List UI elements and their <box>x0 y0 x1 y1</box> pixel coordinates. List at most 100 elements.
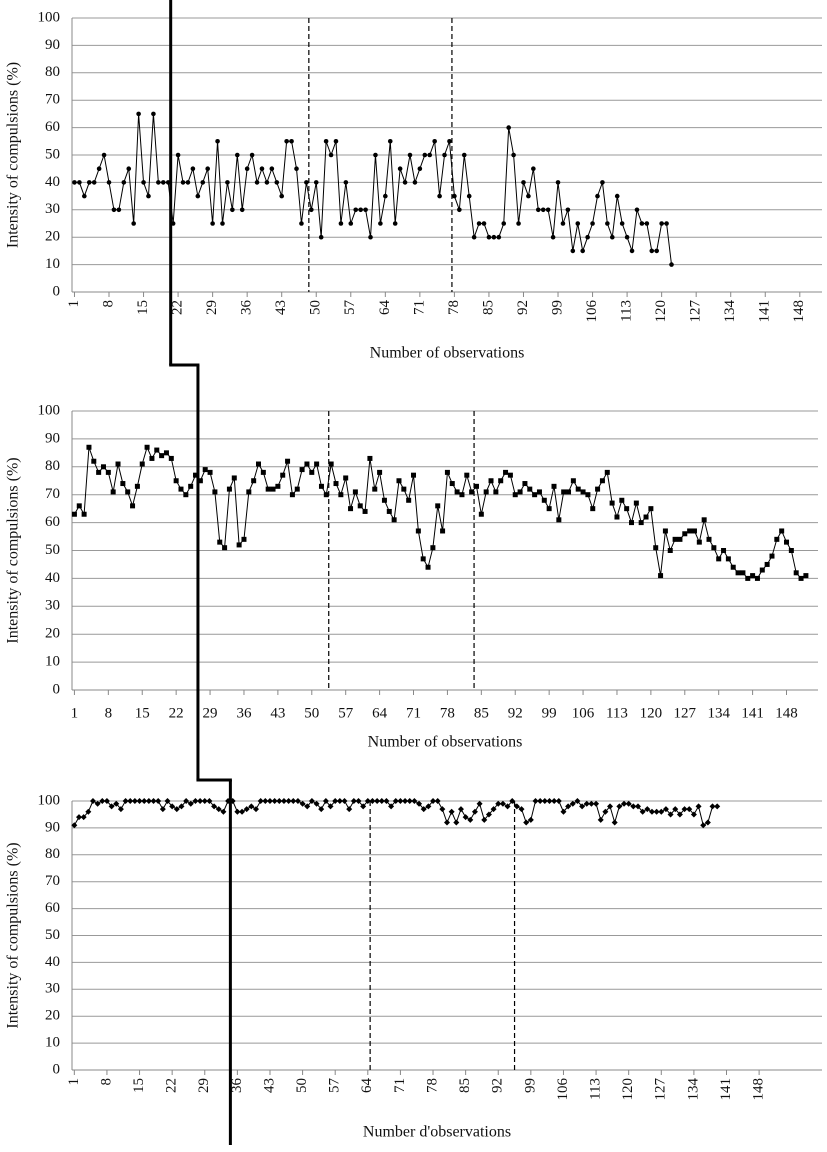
data-point <box>466 193 472 199</box>
data-point <box>725 556 731 562</box>
data-point <box>346 806 353 813</box>
data-point <box>532 492 538 498</box>
data-point <box>512 492 518 498</box>
data-point <box>706 536 712 542</box>
data-point <box>367 455 373 461</box>
data-point <box>96 469 102 475</box>
data-point <box>318 483 324 489</box>
data-point <box>633 500 639 506</box>
data-point <box>585 492 591 498</box>
y-tick-label: 0 <box>53 283 61 299</box>
data-point <box>160 180 166 185</box>
data-point <box>215 806 222 813</box>
data-point <box>136 111 141 117</box>
data-point <box>435 503 441 509</box>
x-axis-title: Number d'observations <box>363 1124 511 1141</box>
data-point <box>517 489 523 495</box>
x-tick-label: 141 <box>741 705 764 721</box>
data-point <box>150 798 157 804</box>
x-tick-label: 134 <box>685 1078 701 1101</box>
x-tick-label: 78 <box>440 705 455 721</box>
data-point <box>396 478 402 484</box>
data-point <box>313 800 320 807</box>
data-point <box>159 806 166 813</box>
data-point <box>425 564 431 570</box>
x-tick-label: 134 <box>722 300 738 323</box>
data-point <box>357 503 363 509</box>
data-point <box>207 469 213 475</box>
data-point <box>452 193 457 199</box>
data-point <box>251 478 257 484</box>
y-tick-label: 0 <box>53 1061 61 1077</box>
data-point <box>173 478 179 484</box>
data-point <box>328 152 334 158</box>
data-point <box>541 497 547 503</box>
data-point <box>225 180 230 185</box>
y-tick-label: 0 <box>53 681 61 697</box>
data-point <box>178 486 184 492</box>
x-tick-label: 141 <box>718 1078 734 1101</box>
data-point <box>624 234 630 240</box>
y-tick-label: 60 <box>45 900 60 916</box>
data-point <box>146 193 151 199</box>
data-point <box>231 475 237 481</box>
data-point <box>609 234 615 240</box>
data-point <box>222 545 228 551</box>
data-point <box>406 798 413 804</box>
data-point <box>141 180 146 185</box>
data-point <box>217 539 223 545</box>
data-point <box>183 492 189 498</box>
data-point <box>364 798 371 804</box>
y-tick-label: 60 <box>45 119 60 135</box>
data-point <box>392 221 398 226</box>
data-point <box>193 472 199 478</box>
data-point <box>523 819 530 826</box>
data-point <box>485 811 492 818</box>
data-point <box>672 536 678 542</box>
data-point <box>511 152 516 158</box>
y-tick-label: 40 <box>45 954 60 970</box>
x-tick-label: 50 <box>304 705 319 721</box>
data-point <box>372 486 378 492</box>
data-point <box>190 166 196 171</box>
data-point <box>294 486 300 492</box>
data-point <box>459 492 465 498</box>
data-point <box>91 180 97 185</box>
data-point <box>653 808 660 815</box>
data-point <box>695 803 702 810</box>
data-point <box>110 489 116 495</box>
data-point <box>333 481 339 487</box>
data-point <box>745 575 751 581</box>
data-point <box>369 798 376 804</box>
data-point <box>284 139 289 144</box>
y-tick-label: 80 <box>45 846 60 862</box>
data-point <box>803 573 809 579</box>
x-tick-label: 92 <box>508 705 523 721</box>
data-point <box>574 798 581 804</box>
data-point <box>696 539 702 545</box>
data-point <box>266 798 273 804</box>
data-point <box>527 486 533 492</box>
data-point <box>417 166 423 171</box>
data-point <box>437 193 442 199</box>
data-point <box>275 483 281 489</box>
y-tick-label: 90 <box>45 430 60 446</box>
data-point <box>304 461 310 467</box>
data-point <box>701 517 707 523</box>
data-point <box>495 800 502 807</box>
data-point <box>71 511 77 517</box>
data-point <box>239 808 246 815</box>
data-point <box>754 575 760 581</box>
data-point <box>246 489 252 495</box>
data-point <box>180 180 186 185</box>
data-point <box>304 180 309 185</box>
data-point <box>686 806 693 813</box>
x-tick-label: 120 <box>640 705 663 721</box>
data-point <box>383 193 388 199</box>
y-tick-label: 20 <box>45 1008 60 1024</box>
data-point <box>249 152 255 158</box>
data-point <box>299 221 304 226</box>
data-point <box>178 803 185 810</box>
data-point <box>619 497 625 503</box>
data-point <box>595 193 600 199</box>
